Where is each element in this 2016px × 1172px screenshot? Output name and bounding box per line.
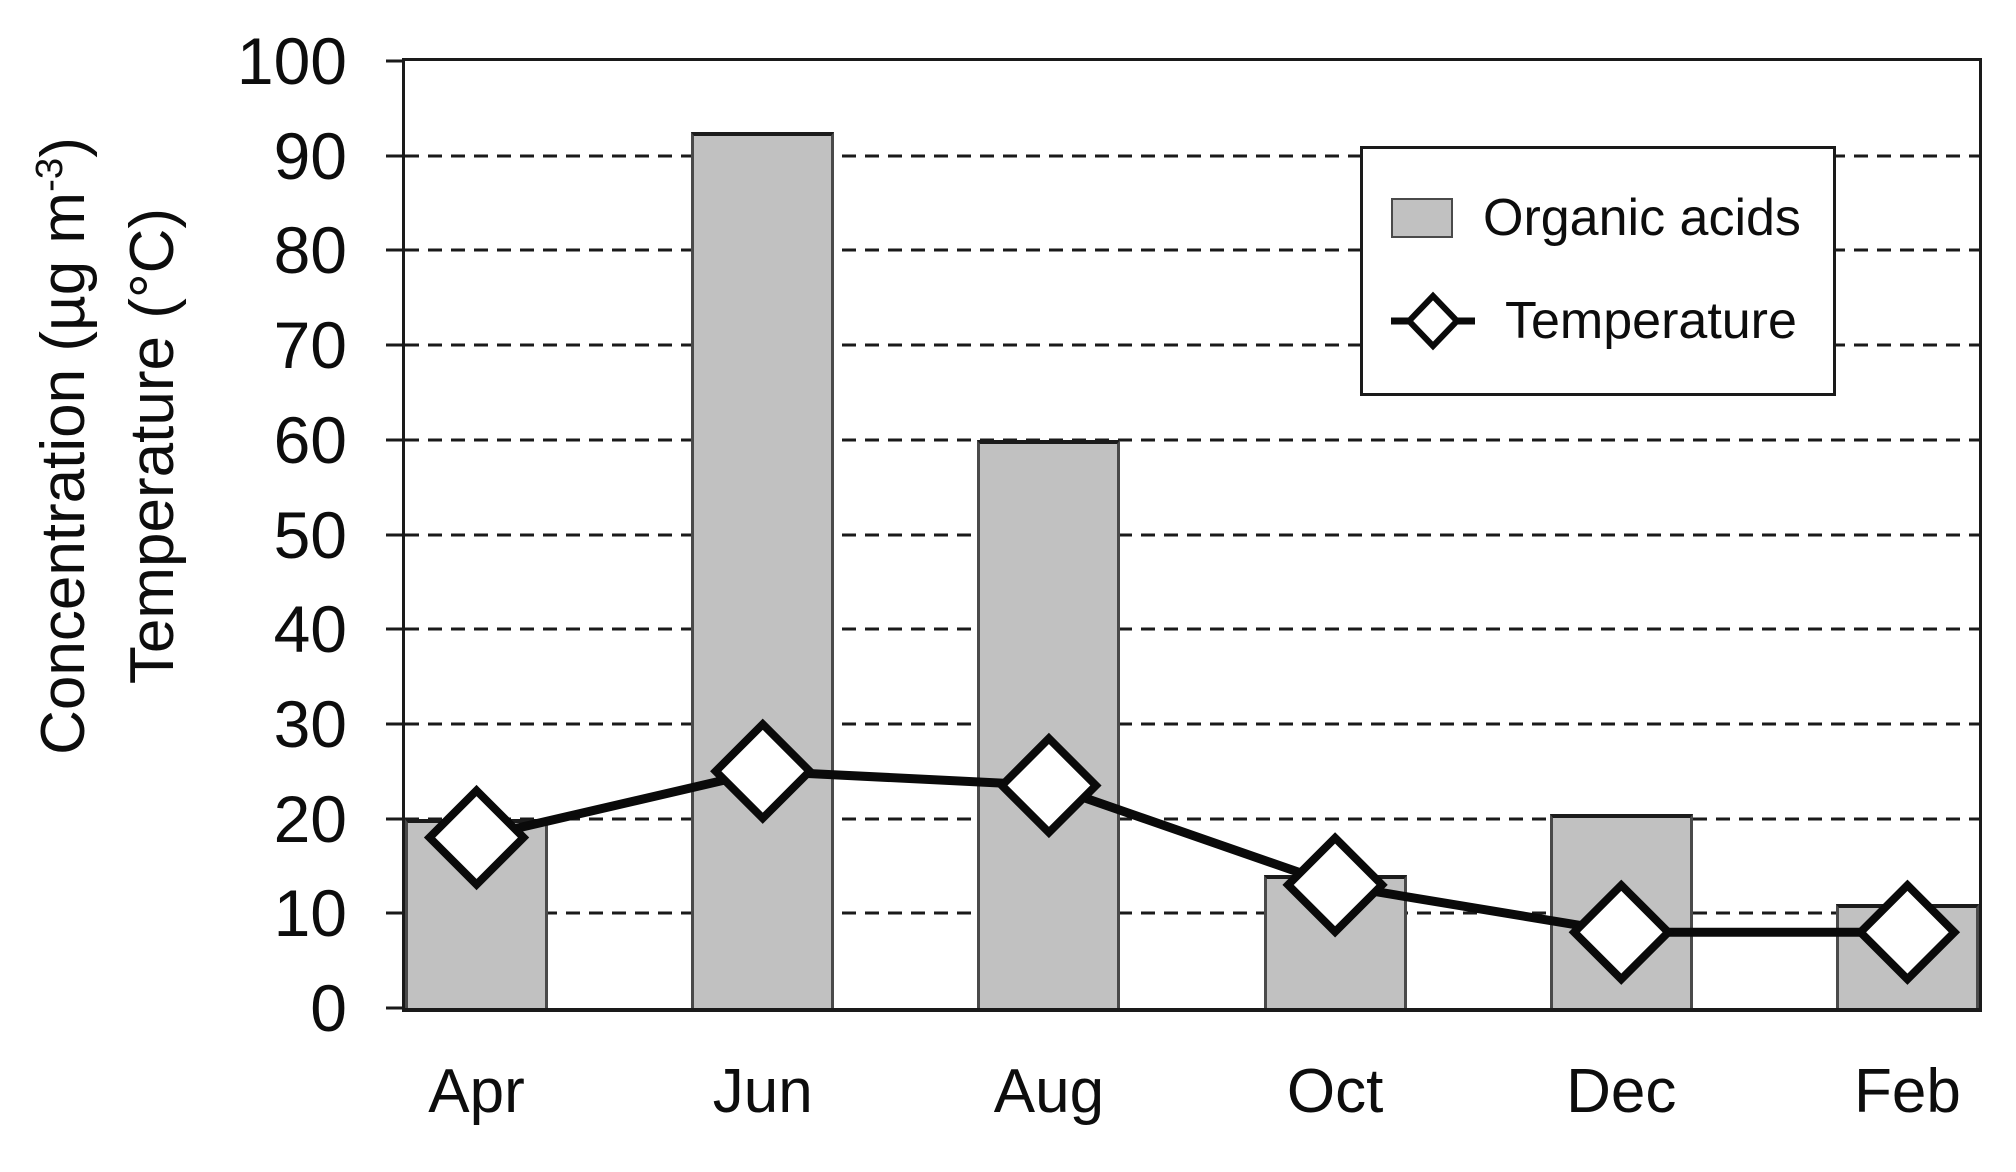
x-tick-label-dec: Dec bbox=[1566, 1057, 1677, 1126]
y-tick-20 bbox=[386, 817, 403, 821]
y-tick-label-70: 70 bbox=[273, 308, 347, 383]
y-axis-title-temperature: Temperature (°C) bbox=[118, 208, 187, 684]
temperature-marker-oct bbox=[1282, 832, 1388, 938]
legend-label-temperature: Temperature bbox=[1505, 291, 1797, 350]
y-tick-80 bbox=[386, 248, 403, 252]
temperature-marker-aug bbox=[996, 732, 1102, 839]
x-tick-label-aug: Aug bbox=[993, 1057, 1105, 1126]
temperature-marker-feb bbox=[1854, 879, 1961, 985]
x-tick-label-oct: Oct bbox=[1286, 1057, 1384, 1126]
y-tick-label-10: 10 bbox=[273, 876, 347, 951]
gridline-10 bbox=[405, 911, 1979, 915]
y-tick-30 bbox=[386, 722, 403, 726]
legend: Organic acids Temperature bbox=[1360, 146, 1836, 396]
y-tick-label-20: 20 bbox=[273, 781, 347, 856]
temperature-line bbox=[475, 766, 1908, 937]
y-tick-0 bbox=[386, 1006, 403, 1010]
y-tick-70 bbox=[386, 343, 403, 347]
legend-label-organic-acids: Organic acids bbox=[1483, 189, 1801, 248]
y-tick-40 bbox=[386, 627, 403, 631]
y-axis-title-concentration-text: Concentration (µg m bbox=[28, 191, 98, 755]
y-tick-10 bbox=[386, 911, 403, 915]
y-axis-title-temperature-text: Temperature (°C) bbox=[118, 207, 187, 685]
bar-aug bbox=[977, 439, 1121, 1008]
temperature-line-layer bbox=[423, 718, 1961, 985]
legend-row-temperature: Temperature bbox=[1391, 288, 1833, 354]
temperature-marker-icon bbox=[1391, 291, 1475, 350]
y-tick-label-0: 0 bbox=[310, 971, 347, 1045]
legend-row-organic-acids: Organic acids bbox=[1391, 188, 1833, 248]
y-tick-label-100: 100 bbox=[236, 24, 347, 98]
gridline-80 bbox=[405, 248, 1979, 252]
y-tick-100 bbox=[386, 59, 403, 63]
temperature-marker-jun bbox=[710, 718, 816, 824]
gridline-60 bbox=[405, 438, 1979, 442]
gridline-20 bbox=[405, 817, 1979, 821]
organic-acids-swatch bbox=[1391, 198, 1453, 239]
gridline-70 bbox=[405, 343, 1979, 347]
y-tick-label-60: 60 bbox=[273, 402, 347, 477]
y-axis-title-concentration: Concentration (µg m-3) bbox=[28, 137, 98, 755]
y-axis-title-concentration-close: ) bbox=[28, 137, 98, 158]
y-tick-label-30: 30 bbox=[273, 686, 347, 761]
x-tick-label-feb: Feb bbox=[1854, 1057, 1961, 1126]
gridline-30 bbox=[405, 722, 1979, 726]
x-tick-label-jun: Jun bbox=[712, 1057, 813, 1126]
y-tick-label-50: 50 bbox=[273, 497, 347, 572]
x-tick-label-apr: Apr bbox=[428, 1057, 525, 1126]
gridline-90 bbox=[405, 154, 1979, 158]
y-tick-50 bbox=[386, 533, 403, 536]
y-tick-60 bbox=[386, 438, 403, 442]
y-axis-title-superscript: -3 bbox=[28, 157, 72, 192]
y-tick-label-40: 40 bbox=[273, 592, 347, 667]
gridline-40 bbox=[405, 627, 1979, 631]
gridline-50 bbox=[405, 533, 1979, 536]
temperature-marker-apr bbox=[423, 784, 530, 891]
temperature-marker-dec bbox=[1568, 879, 1674, 985]
bar-jun bbox=[691, 132, 835, 1008]
y-tick-90 bbox=[386, 154, 403, 158]
y-tick-label-90: 90 bbox=[273, 118, 347, 193]
y-tick-label-80: 80 bbox=[273, 213, 347, 288]
